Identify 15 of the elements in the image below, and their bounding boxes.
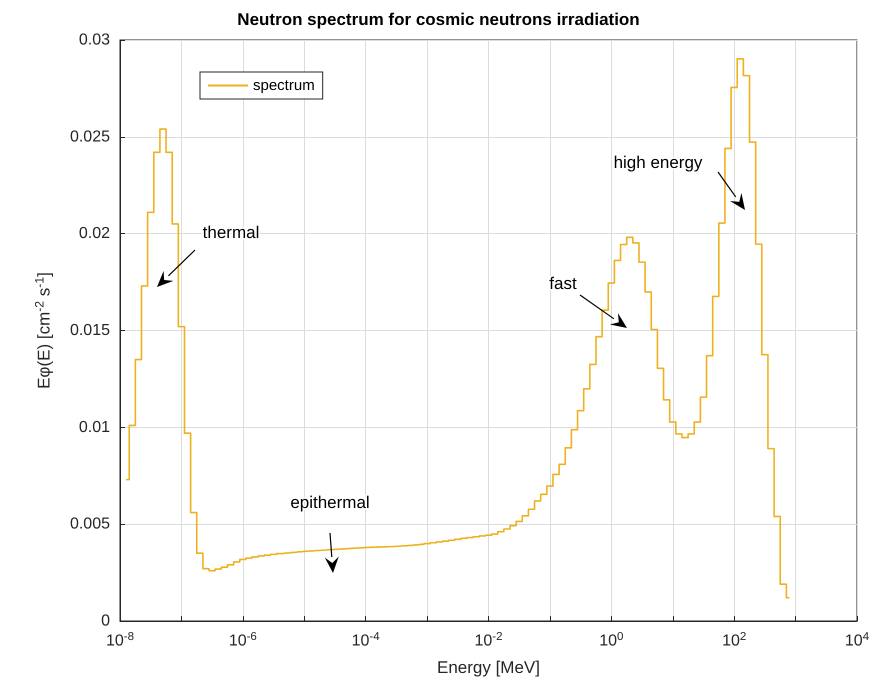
- y-tick-label: 0: [101, 612, 110, 630]
- annotation: thermal: [202, 223, 260, 242]
- x-axis-title: Energy [MeV]: [437, 658, 540, 677]
- y-tick-label: 0.03: [78, 32, 110, 48]
- y-tick-label: 0.01: [78, 418, 110, 436]
- annotation: epithermal: [290, 493, 370, 512]
- y-tick-label: 0.025: [70, 128, 110, 146]
- y-tick-label: 0.015: [70, 322, 110, 339]
- annotation: fast: [549, 274, 577, 293]
- chart-title: Neutron spectrum for cosmic neutrons irradiation: [237, 10, 640, 29]
- y-axis-title: Eφ(E) [cm-2 s-1]: [32, 272, 54, 389]
- annotation: high energy: [614, 153, 703, 172]
- legend-label: spectrum: [253, 77, 315, 94]
- y-tick-label: 0.02: [78, 225, 110, 242]
- y-tick-label: 0.005: [70, 516, 110, 533]
